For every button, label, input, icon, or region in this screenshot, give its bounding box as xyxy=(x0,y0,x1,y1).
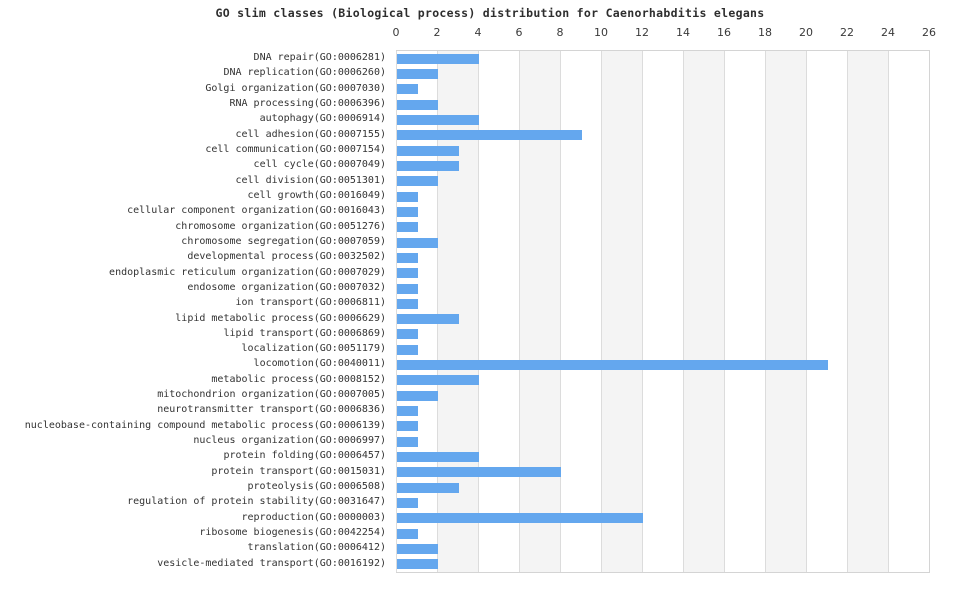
y-axis-label: Golgi organization(GO:0007030) xyxy=(205,82,386,94)
x-tick-label: 6 xyxy=(515,26,523,39)
y-axis-label: endosome organization(GO:0007032) xyxy=(187,281,386,293)
x-tick-label: 22 xyxy=(840,26,854,39)
bar xyxy=(397,482,459,493)
y-axis-label: protein folding(GO:0006457) xyxy=(223,450,386,462)
y-axis-label: reproduction(GO:0000003) xyxy=(241,511,387,523)
bar xyxy=(397,421,418,432)
x-tick-label: 4 xyxy=(474,26,482,39)
chart-title: GO slim classes (Biological process) dis… xyxy=(215,6,765,20)
y-axis-label: cell cycle(GO:0007049) xyxy=(253,159,386,171)
y-axis-label: vesicle-mediated transport(GO:0016192) xyxy=(157,557,386,569)
bar xyxy=(397,283,418,294)
bar xyxy=(397,528,418,539)
bar xyxy=(397,84,418,95)
bar xyxy=(397,222,418,233)
y-axis-label: DNA replication(GO:0006260) xyxy=(223,67,386,79)
bar xyxy=(397,191,418,202)
bar xyxy=(397,268,418,279)
bar xyxy=(397,544,438,554)
y-axis-label: locomotion(GO:0040011) xyxy=(253,358,386,370)
x-tick-label: 10 xyxy=(594,26,608,39)
y-axis-label: autophagy(GO:0006914) xyxy=(259,113,386,125)
y-axis-label: metabolic process(GO:0008152) xyxy=(211,373,386,385)
bar xyxy=(397,452,479,463)
bar xyxy=(397,99,438,110)
x-tick-label: 8 xyxy=(556,26,564,39)
bar xyxy=(397,390,438,401)
y-axis-label: cell communication(GO:0007154) xyxy=(205,143,386,155)
x-tick-label: 0 xyxy=(392,26,400,39)
bar xyxy=(397,360,828,371)
x-tick-label: 20 xyxy=(799,26,813,39)
bar xyxy=(397,329,418,340)
bar xyxy=(397,252,418,263)
y-axis-label: ion transport(GO:0006811) xyxy=(235,297,386,309)
bar xyxy=(397,130,582,141)
bar xyxy=(397,498,418,509)
bar xyxy=(397,513,643,524)
y-axis-label: endoplasmic reticulum organization(GO:00… xyxy=(109,266,386,278)
bar xyxy=(397,344,418,355)
bar xyxy=(397,114,479,125)
bar xyxy=(397,406,418,417)
y-axis-label: lipid transport(GO:0006869) xyxy=(223,327,386,339)
bar xyxy=(397,160,459,171)
bar xyxy=(397,145,459,156)
bar xyxy=(397,176,438,187)
x-tick-label: 2 xyxy=(433,26,441,39)
y-axis-labels: DNA repair(GO:0006281) DNA replication(GO… xyxy=(0,50,391,571)
bar xyxy=(397,467,561,478)
y-axis-label: cellular component organization(GO:00160… xyxy=(127,205,386,217)
bar xyxy=(397,298,418,309)
bar xyxy=(397,206,418,217)
bar xyxy=(397,68,438,79)
bar xyxy=(397,375,479,386)
x-tick-label: 12 xyxy=(635,26,649,39)
bar xyxy=(397,53,479,64)
y-axis-label: developmental process(GO:0032502) xyxy=(187,251,386,263)
y-axis-label: lipid metabolic process(GO:0006629) xyxy=(175,312,386,324)
y-axis-label: nucleobase-containing compound metabolic… xyxy=(24,419,386,431)
y-axis-label: nucleus organization(GO:0006997) xyxy=(193,435,386,447)
y-axis-label: chromosome organization(GO:0051276) xyxy=(175,220,386,232)
y-axis-label: protein transport(GO:0015031) xyxy=(211,465,386,477)
x-tick-label: 18 xyxy=(758,26,772,39)
bar xyxy=(397,436,418,447)
y-axis-label: chromosome segregation(GO:0007059) xyxy=(181,235,386,247)
x-axis: 0 2 4 6 8 10 12 14 16 18 20 22 24 26 xyxy=(392,26,937,41)
y-axis-label: mitochondrion organization(GO:0007005) xyxy=(157,389,386,401)
y-axis-label: translation(GO:0006412) xyxy=(247,542,386,554)
plot-area xyxy=(396,50,930,573)
bar xyxy=(397,559,438,570)
bar xyxy=(397,314,459,325)
y-axis-label: DNA repair(GO:0006281) xyxy=(253,52,386,63)
x-tick-label: 14 xyxy=(676,26,690,39)
y-axis-label: proteolysis(GO:0006508) xyxy=(247,481,386,493)
x-tick-label: 16 xyxy=(717,26,731,39)
y-axis-label: localization(GO:0051179) xyxy=(241,343,387,355)
y-axis-label: cell growth(GO:0016049) xyxy=(247,189,386,201)
x-tick-label: 26 xyxy=(922,26,936,39)
y-axis-label: cell adhesion(GO:0007155) xyxy=(235,128,386,140)
bar xyxy=(397,237,438,248)
y-axis-label: ribosome biogenesis(GO:0042254) xyxy=(199,527,386,539)
y-axis-label: cell division(GO:0051301) xyxy=(235,174,386,186)
y-axis-label: regulation of protein stability(GO:00316… xyxy=(127,496,386,508)
x-tick-label: 24 xyxy=(881,26,895,39)
y-axis-label: RNA processing(GO:0006396) xyxy=(229,97,386,109)
y-axis-label: neurotransmitter transport(GO:0006836) xyxy=(157,404,386,416)
